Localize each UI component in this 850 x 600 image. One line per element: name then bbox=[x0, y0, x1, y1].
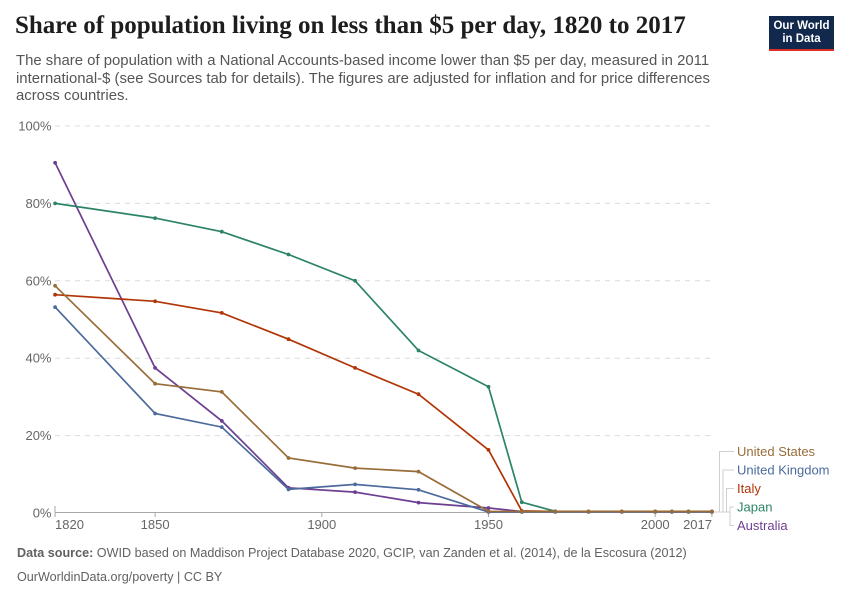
svg-text:0%: 0% bbox=[33, 506, 52, 521]
svg-text:1820: 1820 bbox=[55, 517, 84, 532]
svg-text:Japan: Japan bbox=[737, 500, 772, 515]
svg-text:100%: 100% bbox=[18, 119, 52, 134]
svg-text:United Kingdom: United Kingdom bbox=[737, 463, 830, 478]
svg-text:80%: 80% bbox=[25, 196, 51, 211]
svg-text:2017: 2017 bbox=[683, 517, 712, 532]
svg-text:60%: 60% bbox=[25, 273, 51, 288]
svg-text:1850: 1850 bbox=[141, 517, 170, 532]
svg-text:40%: 40% bbox=[25, 351, 51, 366]
svg-text:2000: 2000 bbox=[641, 517, 670, 532]
svg-text:1950: 1950 bbox=[474, 517, 503, 532]
svg-text:United States: United States bbox=[737, 444, 816, 459]
svg-text:Italy: Italy bbox=[737, 481, 761, 496]
svg-text:1900: 1900 bbox=[307, 517, 336, 532]
svg-text:20%: 20% bbox=[25, 428, 51, 443]
svg-text:Australia: Australia bbox=[737, 518, 788, 533]
